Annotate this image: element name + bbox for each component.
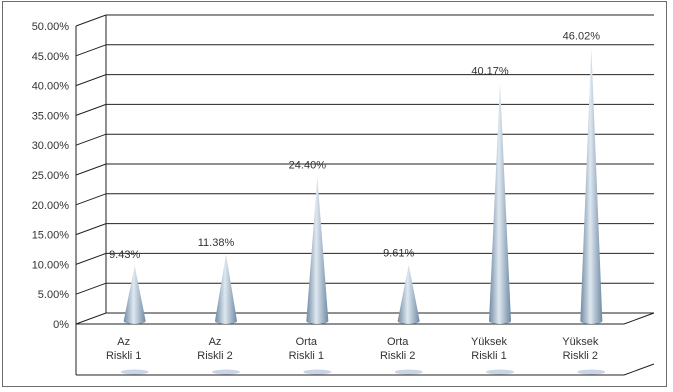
y-tick-label: 35.00% [32, 110, 70, 122]
y-tick-label: 40.00% [32, 81, 70, 93]
y-tick-label: 20.00% [32, 200, 70, 212]
y-tick-label: 5.00% [38, 289, 69, 301]
cone-bar [215, 254, 237, 324]
cone-bar [123, 265, 146, 324]
chart-frame: 0% 5.00% 10.00% 15.00% 20.00% 25.00% 30.00% 35.… [2, 1, 667, 387]
cone-bar [489, 82, 511, 325]
data-label: 9.61% [383, 248, 414, 260]
grid [75, 14, 655, 376]
side-wall-gridline [75, 14, 107, 27]
category-label-line1: Az [117, 336, 130, 348]
cone-bar [580, 47, 603, 325]
category-label-line2: Riskli 2 [197, 350, 232, 362]
cone-bar [397, 264, 420, 324]
data-label: 11.38% [198, 237, 235, 249]
side-wall-gridline [75, 74, 107, 87]
category-label-line2: Riskli 1 [471, 350, 506, 362]
data-label: 9.43% [109, 249, 140, 261]
cone-shadow [303, 369, 332, 375]
data-label: 24.40% [289, 160, 327, 172]
data-label: 46.02% [563, 31, 601, 43]
category-label-line2: Riskli 2 [380, 350, 415, 362]
category-label-line1: Orta [296, 336, 318, 348]
side-wall-gridline [75, 133, 107, 146]
side-wall-gridline [75, 193, 107, 206]
y-tick-label: 15.00% [32, 230, 70, 242]
category-label-line1: Az [209, 336, 222, 348]
y-tick-label: 45.00% [32, 51, 70, 63]
y-tick-label: 30.00% [32, 140, 70, 152]
data-label: 40.17% [471, 66, 509, 78]
cone-shadow [486, 369, 514, 375]
cone-shadow [394, 369, 423, 375]
cone-shadows [120, 369, 606, 375]
cone-bar [306, 176, 329, 324]
cones [123, 47, 603, 325]
side-wall-gridline [75, 282, 107, 295]
side-wall-gridline [75, 163, 107, 176]
category-label-line2: Riskli 1 [106, 350, 141, 362]
floor-right-edge [623, 312, 655, 325]
category-label-line1: Yüksek [471, 336, 508, 348]
category-label-line2: Riskli 1 [289, 350, 324, 362]
category-label-line1: Orta [387, 336, 409, 348]
side-wall-gridline [75, 252, 107, 265]
y-tick-label: 0% [53, 319, 69, 331]
data-labels: 9.43% 11.38% 24.40% 9.61% 40.17% 46.02% [109, 31, 600, 261]
y-axis-ticks: 0% 5.00% 10.00% 15.00% 20.00% 25.00% 30.00% 35.… [32, 21, 70, 331]
side-wall-gridline [75, 103, 107, 116]
y-tick-label: 10.00% [32, 259, 70, 271]
cone-shadow [212, 369, 240, 375]
category-label-line1: Yüksek [562, 336, 599, 348]
cone-chart: 0% 5.00% 10.00% 15.00% 20.00% 25.00% 30.00% 35.… [32, 14, 655, 376]
category-label-line2: Riskli 2 [563, 350, 598, 362]
cone-shadow [577, 369, 606, 375]
y-tick-label: 25.00% [32, 170, 70, 182]
side-wall-gridline [75, 312, 107, 325]
side-wall-gridline [75, 223, 107, 236]
y-tick-label: 50.00% [32, 21, 70, 33]
x-axis-categories: Az Riskli 1 Az Riskli 2 Orta Riskli 1 Orta Risk… [106, 336, 599, 362]
side-wall-gridline [75, 44, 107, 57]
cone-shadow [120, 369, 149, 375]
category-band-right [623, 363, 655, 376]
